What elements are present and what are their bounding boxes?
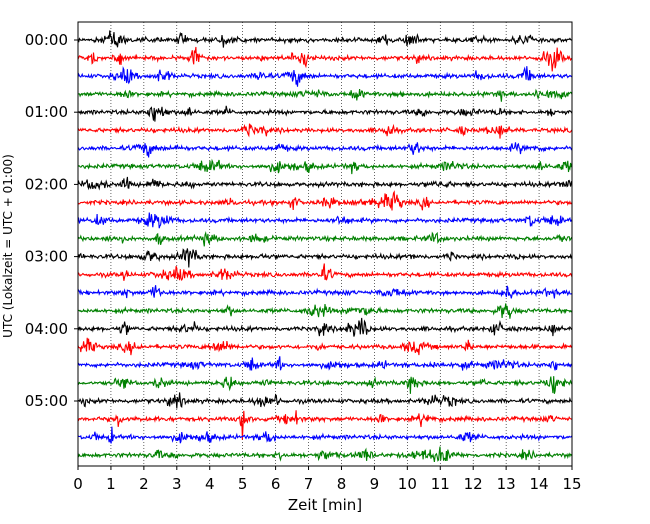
y-axis-label: UTC (Lokalzeit = UTC + 01:00) — [1, 154, 15, 338]
seismic-trace — [77, 376, 573, 394]
x-tick-label: 11 — [431, 475, 450, 493]
x-tick-label: 12 — [464, 475, 483, 493]
traces-group — [77, 30, 573, 462]
seismic-trace — [77, 30, 573, 48]
seismic-trace — [77, 212, 573, 229]
y-tick-label: 05:00 — [25, 392, 68, 410]
seismic-trace — [77, 303, 573, 319]
seismic-trace — [77, 446, 573, 462]
seismic-trace — [77, 231, 573, 247]
x-tick-label: 5 — [238, 475, 248, 493]
y-tick-label: 00:00 — [25, 31, 68, 49]
y-tick-label: 01:00 — [25, 103, 68, 121]
x-tick-label: 3 — [172, 475, 182, 493]
x-tick-label: 4 — [205, 475, 215, 493]
x-tick-label: 2 — [139, 475, 149, 493]
seismic-trace — [77, 46, 573, 72]
seismic-trace — [77, 88, 573, 102]
seismic-trace — [77, 123, 573, 139]
seismic-trace — [77, 248, 573, 268]
y-ticks: 00:00 01:00 02:00 03:00 04:00 05:00 — [25, 31, 78, 410]
seismic-trace — [77, 356, 572, 371]
y-tick-label: 04:00 — [25, 320, 68, 338]
x-tick-label: 10 — [398, 475, 417, 493]
seismic-trace — [77, 65, 573, 87]
seismic-trace — [77, 392, 573, 409]
x-ticks: 0 1 2 3 4 5 6 7 8 9 10 11 12 13 14 15 — [73, 466, 582, 493]
x-axis-label: Zeit [min] — [288, 496, 362, 514]
x-tick-label: 6 — [271, 475, 281, 493]
x-tick-label: 9 — [370, 475, 380, 493]
seismic-trace — [77, 142, 573, 158]
seismic-trace — [77, 337, 573, 356]
plot-frame — [77, 21, 573, 467]
x-tick-label: 7 — [304, 475, 314, 493]
seismic-trace — [77, 263, 573, 282]
seismic-trace — [77, 317, 573, 337]
x-tick-label: 0 — [73, 475, 83, 493]
seismic-trace — [77, 158, 573, 175]
seismic-trace — [77, 426, 573, 444]
seismic-trace — [77, 285, 573, 299]
x-tick-label: 1 — [106, 475, 116, 493]
seismic-trace — [77, 176, 573, 191]
seismic-trace — [77, 190, 573, 211]
x-tick-label: 8 — [337, 475, 347, 493]
seismic-trace — [77, 105, 573, 122]
y-tick-label: 03:00 — [25, 248, 68, 266]
x-tick-label: 13 — [497, 475, 516, 493]
x-tick-label: 14 — [530, 475, 549, 493]
seismic-trace — [77, 410, 573, 440]
y-tick-label: 02:00 — [25, 175, 68, 193]
x-tick-label: 15 — [562, 475, 581, 493]
